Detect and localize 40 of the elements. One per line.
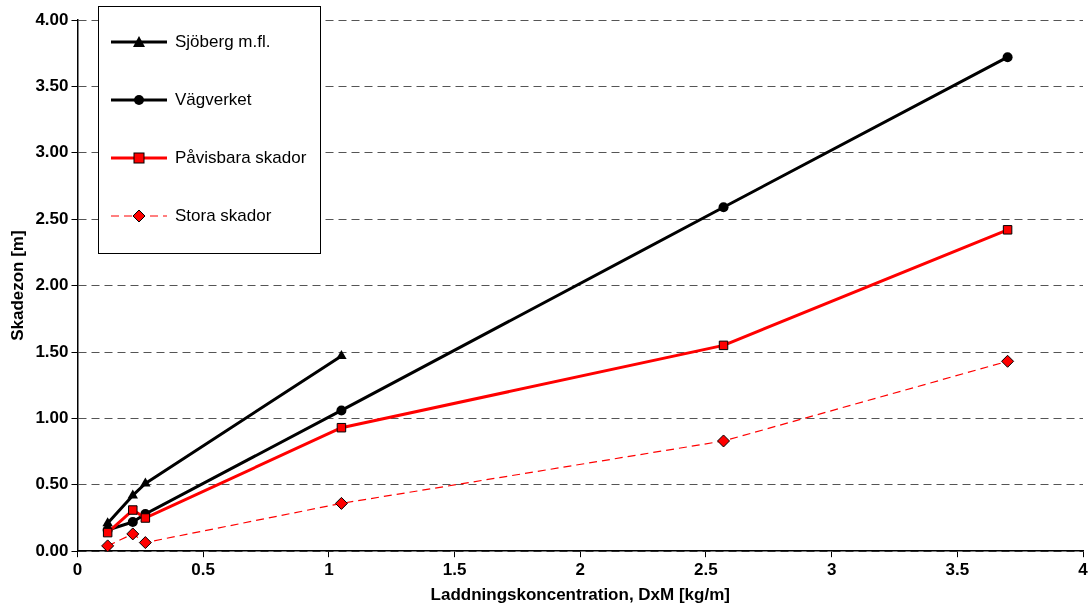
x-tick-label: 2.5: [694, 560, 718, 580]
point: [717, 434, 731, 448]
point: [718, 202, 729, 213]
point: [336, 405, 347, 416]
point: [128, 505, 138, 515]
x-tick-label: 2: [575, 560, 585, 580]
point: [126, 527, 140, 541]
legend-label: Påvisbara skador: [175, 148, 307, 168]
point: [138, 536, 152, 550]
x-tick-label: 3.5: [945, 560, 970, 580]
x-tick-label: 0: [72, 560, 83, 580]
y-tick-label: 1.50: [35, 341, 69, 361]
point: [1002, 52, 1013, 63]
y-tick-label: 3.00: [35, 142, 69, 162]
y-tick-label: 2.00: [35, 275, 69, 295]
point: [127, 516, 138, 527]
y-tick-label: 0.00: [35, 540, 69, 560]
point: [101, 539, 115, 552]
y-tick-label: 4.00: [35, 9, 69, 29]
point: [718, 340, 729, 351]
y-axis-title: Skadezon [m]: [7, 230, 27, 341]
point: [336, 349, 347, 359]
point: [140, 513, 151, 523]
y-tick-label: 0.50: [35, 474, 69, 494]
point: [1002, 225, 1013, 235]
x-tick-label: 4: [1078, 560, 1089, 580]
point: [334, 496, 348, 510]
legend-label: Stora skador: [175, 206, 272, 226]
x-axis-title: Laddningskoncentration, DxM [kg/m]: [430, 585, 730, 605]
x-tick-label: 3: [826, 560, 837, 580]
y-tick-label: 3.50: [35, 76, 69, 96]
x-tick-label: 0.5: [191, 560, 215, 580]
x-tick-label: 1.5: [442, 560, 467, 580]
point: [1001, 354, 1015, 368]
legend-label: Sjöberg m.fl.: [175, 32, 271, 52]
y-tick-label: 1.00: [35, 408, 69, 428]
legend-label: Vägverket: [175, 90, 252, 110]
x-tick-label: 1: [324, 560, 334, 580]
point: [336, 422, 347, 433]
y-tick-label: 2.50: [35, 208, 69, 228]
